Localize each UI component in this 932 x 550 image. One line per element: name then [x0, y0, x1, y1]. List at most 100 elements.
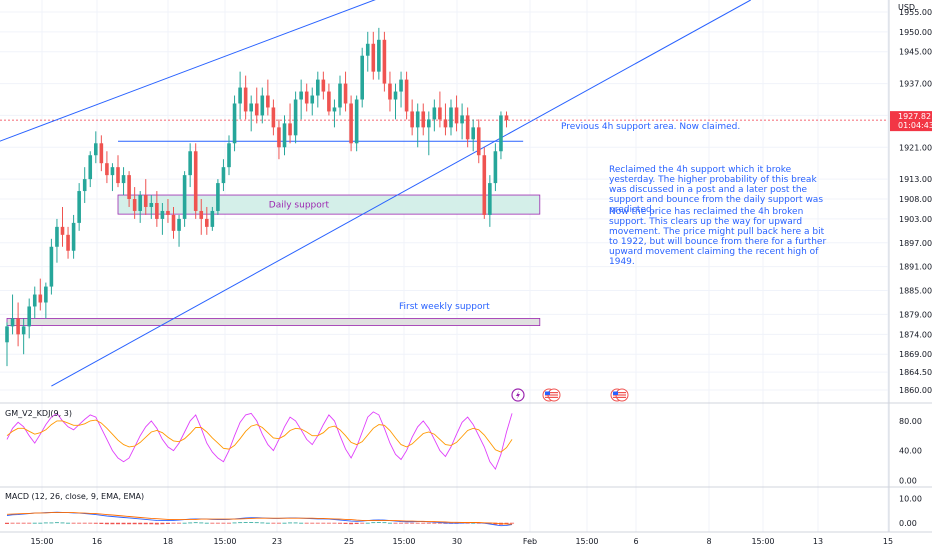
candle[interactable] [327, 83, 331, 116]
candle[interactable] [388, 71, 392, 112]
candle[interactable] [10, 294, 15, 335]
kdj-title[interactable]: GM_V2_KDJ(9, 3) [5, 409, 72, 418]
candle[interactable] [332, 99, 337, 128]
candle[interactable] [243, 75, 248, 120]
candle[interactable] [94, 131, 98, 164]
candle[interactable] [16, 302, 20, 347]
candle[interactable] [471, 119, 475, 152]
candle[interactable] [377, 27, 381, 80]
candle[interactable] [49, 238, 54, 295]
candle[interactable] [504, 111, 509, 128]
candle[interactable] [221, 159, 226, 192]
candle[interactable] [205, 206, 209, 235]
lightning-event-icon[interactable] [511, 388, 525, 402]
candle[interactable] [116, 155, 120, 188]
candle[interactable] [493, 143, 498, 192]
candle[interactable] [432, 99, 437, 132]
candle[interactable] [365, 31, 370, 72]
candle[interactable] [288, 103, 292, 144]
candle[interactable] [460, 103, 464, 140]
candlesticks[interactable] [5, 27, 509, 367]
candle[interactable] [399, 71, 403, 108]
candle[interactable] [321, 71, 326, 100]
candle[interactable] [277, 119, 281, 160]
us-flag-event-icon[interactable] [542, 388, 561, 402]
candle[interactable] [443, 103, 448, 136]
candle[interactable] [338, 75, 342, 116]
candle[interactable] [404, 71, 409, 120]
candle[interactable] [232, 95, 237, 152]
candle[interactable] [449, 99, 453, 136]
candle[interactable] [299, 79, 303, 120]
candle[interactable] [71, 214, 76, 259]
candle[interactable] [393, 83, 398, 120]
candle[interactable] [421, 103, 426, 136]
candle[interactable] [371, 31, 376, 80]
candle[interactable] [21, 318, 26, 355]
candle[interactable] [82, 167, 87, 203]
candle[interactable] [465, 107, 470, 148]
candle[interactable] [199, 199, 204, 235]
candle[interactable] [488, 175, 492, 227]
candle[interactable] [210, 206, 215, 231]
candle[interactable] [249, 95, 253, 132]
candle[interactable] [293, 91, 298, 144]
candle[interactable] [149, 195, 154, 219]
candle[interactable] [310, 87, 315, 116]
candle[interactable] [482, 147, 487, 219]
candle[interactable] [155, 191, 159, 227]
candle[interactable] [132, 187, 137, 219]
candle[interactable] [127, 171, 131, 207]
candle[interactable] [227, 135, 231, 176]
candle[interactable] [282, 115, 287, 156]
candle[interactable] [349, 95, 353, 152]
candle[interactable] [316, 71, 320, 108]
candle[interactable] [410, 99, 414, 136]
candle[interactable] [343, 71, 348, 112]
candle[interactable] [166, 199, 170, 223]
us-flag-event-icon[interactable] [610, 388, 629, 402]
candle[interactable] [171, 206, 176, 239]
candle[interactable] [60, 206, 65, 247]
candle[interactable] [32, 286, 37, 319]
candle[interactable] [55, 218, 59, 263]
candle[interactable] [354, 95, 359, 152]
candle[interactable] [77, 183, 81, 231]
candle[interactable] [121, 167, 126, 196]
candle[interactable] [415, 103, 420, 148]
macd-histogram-bar [249, 522, 254, 523]
candle[interactable] [143, 179, 148, 215]
candle[interactable] [160, 202, 165, 235]
candle[interactable] [382, 31, 387, 92]
candle[interactable] [138, 191, 142, 223]
candle[interactable] [427, 111, 431, 156]
candle[interactable] [260, 87, 265, 124]
candle[interactable] [360, 47, 364, 108]
candle[interactable] [499, 111, 503, 160]
candle[interactable] [476, 119, 481, 164]
candle[interactable] [304, 83, 309, 112]
candle[interactable] [110, 163, 115, 192]
candle[interactable] [216, 179, 220, 215]
candle[interactable] [454, 95, 459, 132]
candle[interactable] [266, 79, 270, 116]
candle[interactable] [271, 99, 276, 136]
candle[interactable] [44, 282, 48, 319]
candle[interactable] [438, 91, 442, 128]
candle[interactable] [188, 143, 192, 188]
candle[interactable] [193, 143, 198, 219]
candle[interactable] [99, 135, 104, 172]
candle[interactable] [5, 322, 9, 367]
candle[interactable] [88, 151, 93, 188]
macd-title[interactable]: MACD (12, 26, close, 9, EMA, EMA) [5, 492, 145, 501]
candle[interactable] [27, 298, 31, 339]
candle[interactable] [38, 278, 43, 311]
candle[interactable] [177, 214, 181, 247]
candle[interactable] [238, 71, 242, 120]
candle[interactable] [182, 171, 187, 227]
candle[interactable] [105, 151, 109, 184]
event-icons[interactable] [511, 388, 629, 402]
candle[interactable] [66, 226, 70, 259]
candle[interactable] [254, 87, 259, 124]
